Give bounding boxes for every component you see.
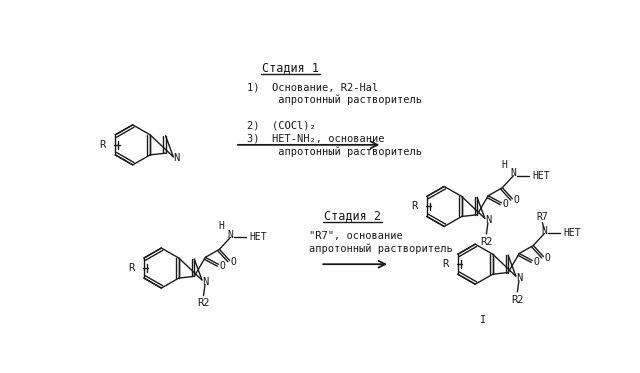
Text: Стадия 1: Стадия 1 bbox=[262, 62, 319, 74]
Text: HET: HET bbox=[532, 171, 550, 181]
Text: H: H bbox=[218, 221, 225, 231]
Text: R7: R7 bbox=[536, 212, 548, 222]
Text: O: O bbox=[220, 261, 225, 271]
Text: апротонный растворитель: апротонный растворитель bbox=[246, 147, 422, 157]
Text: R: R bbox=[442, 259, 449, 269]
Text: N: N bbox=[228, 230, 234, 240]
Text: HET: HET bbox=[249, 232, 267, 242]
Text: I: I bbox=[480, 315, 486, 325]
Text: N: N bbox=[511, 169, 516, 178]
Text: N: N bbox=[484, 215, 491, 225]
Text: O: O bbox=[502, 199, 508, 209]
Text: O: O bbox=[230, 257, 236, 267]
Text: H: H bbox=[501, 160, 508, 170]
Text: N: N bbox=[516, 273, 522, 283]
Text: R: R bbox=[129, 263, 134, 273]
Text: 1)  Основание, R2-Hal: 1) Основание, R2-Hal bbox=[246, 82, 378, 92]
Text: 2)  (COCl)₂: 2) (COCl)₂ bbox=[246, 120, 316, 131]
Text: O: O bbox=[513, 195, 519, 205]
Text: O: O bbox=[533, 257, 539, 267]
Text: апротонный растворитель: апротонный растворитель bbox=[308, 244, 452, 254]
Text: Стадия 2: Стадия 2 bbox=[324, 209, 381, 222]
Text: "R7", основание: "R7", основание bbox=[308, 231, 403, 241]
Text: HET: HET bbox=[563, 229, 580, 238]
Text: R2: R2 bbox=[197, 298, 210, 308]
Text: N: N bbox=[202, 276, 208, 286]
Text: R: R bbox=[100, 140, 106, 150]
Text: R2: R2 bbox=[480, 237, 493, 247]
Text: R: R bbox=[412, 201, 417, 211]
Text: O: O bbox=[544, 253, 550, 263]
Text: R2: R2 bbox=[511, 295, 524, 304]
Text: 3)  HET-NH₂, основание: 3) HET-NH₂, основание bbox=[246, 134, 384, 144]
Text: N: N bbox=[541, 226, 547, 236]
Text: N: N bbox=[173, 153, 179, 163]
Text: апротонный растворитель: апротонный растворитель bbox=[246, 95, 422, 106]
